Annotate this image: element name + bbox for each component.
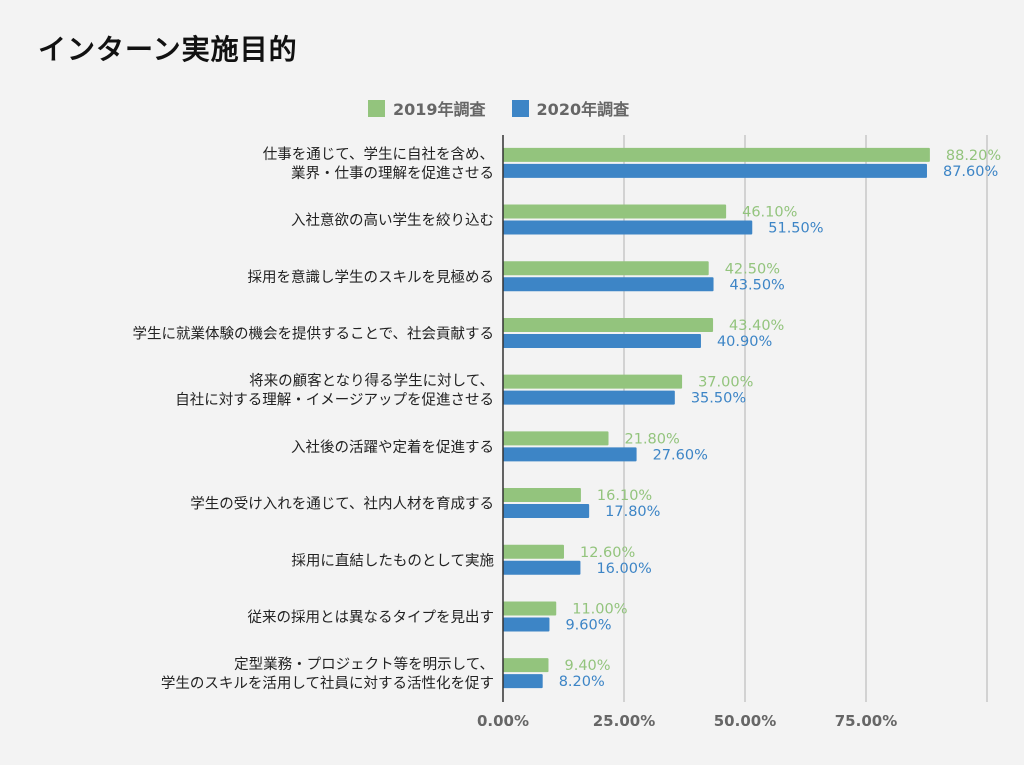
data-label: 9.40% xyxy=(564,658,610,674)
category-label: 仕事を通じて、学生に自社を含め、 xyxy=(263,146,494,163)
category-label: 学生のスキルを活用して社員に対する活性化を促す xyxy=(161,675,494,692)
data-label: 37.00% xyxy=(698,375,753,391)
data-label: 88.20% xyxy=(946,148,1001,164)
category-label: 自社に対する理解・イメージアップを促進させる xyxy=(175,392,494,409)
chart-legend: 2019年調査 2020年調査 xyxy=(368,96,629,120)
legend-item-2020[interactable]: 2020年調査 xyxy=(511,96,630,120)
data-label: 17.80% xyxy=(605,504,660,520)
category-label: 従来の採用とは異なるタイプを見出す xyxy=(248,609,495,626)
category-label: 学生の受け入れを通じて、社内人材を育成する xyxy=(190,496,494,513)
bar-2019 xyxy=(503,658,549,673)
bar-2020 xyxy=(503,390,675,405)
legend-swatch-2019 xyxy=(368,99,385,117)
data-label: 42.50% xyxy=(725,261,780,277)
bar-2020 xyxy=(503,220,753,235)
bar-2019 xyxy=(503,317,714,332)
x-tick-label: 50.00% xyxy=(714,712,776,730)
category-label: 入社後の活躍や定着を促進する xyxy=(291,439,494,456)
bar-2019 xyxy=(503,261,709,276)
x-tick-label: 0.00% xyxy=(477,712,529,730)
bar-2020 xyxy=(503,560,581,575)
bar-2019 xyxy=(503,601,557,616)
chart-title: インターン実施目的 xyxy=(38,33,298,66)
category-label: 学生に就業体験の機会を提供することで、社会貢献する xyxy=(133,325,494,342)
bar-2019 xyxy=(503,544,564,559)
bar-2019 xyxy=(503,204,727,219)
data-label: 11.00% xyxy=(572,601,627,617)
data-label: 12.60% xyxy=(580,545,635,561)
data-label: 27.60% xyxy=(653,447,708,463)
data-label: 43.50% xyxy=(730,277,785,293)
bar-2020 xyxy=(503,504,590,519)
legend-label-2019: 2019年調査 xyxy=(393,100,486,119)
category-label: 採用に直結したものとして実施 xyxy=(291,552,494,569)
data-label: 35.50% xyxy=(691,391,746,407)
category-label: 入社意欲の高い学生を絞り込む xyxy=(291,211,494,229)
bar-2020 xyxy=(503,163,927,178)
data-label: 8.20% xyxy=(559,674,605,690)
category-label: 定型業務・プロジェクト等を明示して、 xyxy=(234,655,494,673)
legend-item-2019[interactable]: 2019年調査 xyxy=(368,96,486,120)
data-label: 46.10% xyxy=(742,205,797,221)
data-label: 40.90% xyxy=(717,334,772,350)
bar-2019 xyxy=(503,374,683,389)
bar-2020 xyxy=(503,333,701,348)
bar-2019 xyxy=(503,488,581,503)
data-label: 16.00% xyxy=(596,561,651,577)
bar-2019 xyxy=(503,431,609,446)
category-label: 将来の顧客となり得る学生に対して、 xyxy=(249,373,494,390)
data-label: 16.10% xyxy=(597,488,652,504)
legend-label-2020: 2020年調査 xyxy=(536,100,630,119)
bar-2019 xyxy=(503,147,930,162)
bar-2020 xyxy=(503,674,543,689)
category-label: 採用を意識し学生のスキルを見極める xyxy=(248,268,495,286)
data-label: 43.40% xyxy=(729,318,784,334)
legend-swatch-2020 xyxy=(511,99,529,117)
bar-2020 xyxy=(503,617,550,632)
bar-2020 xyxy=(503,447,637,462)
data-label: 9.60% xyxy=(565,617,611,633)
data-label: 87.60% xyxy=(943,164,998,180)
category-label: 業界・仕事の理解を促進させる xyxy=(291,165,494,182)
x-tick-label: 25.00% xyxy=(593,712,655,730)
x-tick-label: 75.00% xyxy=(835,712,897,730)
bar-2020 xyxy=(503,277,714,292)
data-label: 21.80% xyxy=(625,431,680,447)
data-label: 51.50% xyxy=(768,221,823,237)
